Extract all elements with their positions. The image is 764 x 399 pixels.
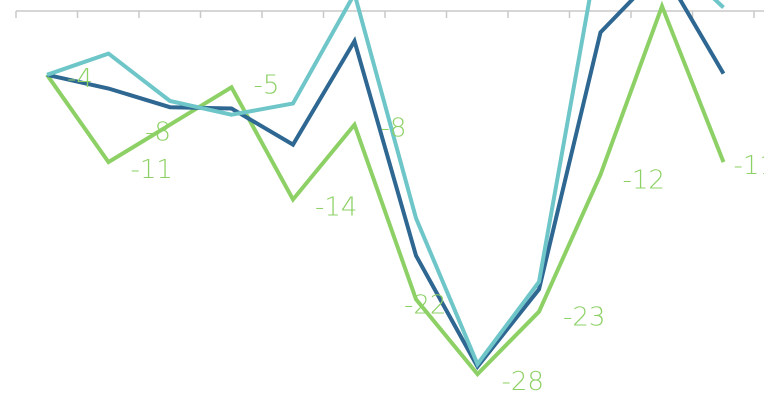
- data-label: -14: [315, 193, 357, 223]
- data-label: -11: [131, 155, 173, 185]
- data-labels: -4 -11 -8 -5 -14 -8 -22 -28 -23 -12 -11: [67, 64, 764, 397]
- data-label: -12: [623, 166, 665, 196]
- data-label: -11: [734, 151, 764, 181]
- data-label: -5: [254, 70, 280, 100]
- data-label: -4: [67, 64, 93, 94]
- data-label: -8: [145, 118, 171, 148]
- data-label: -23: [563, 303, 605, 333]
- data-label: -8: [381, 114, 407, 144]
- x-axis: [16, 11, 764, 18]
- data-label: -28: [502, 367, 544, 397]
- data-label: -22: [404, 290, 446, 320]
